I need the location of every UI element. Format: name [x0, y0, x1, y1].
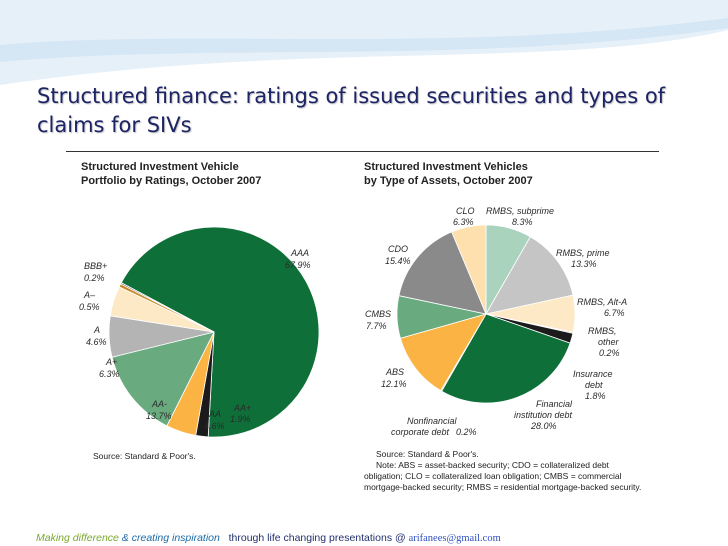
ratings-slice-aa [111, 331, 215, 427]
label-cdo-value: 15.4% [385, 256, 411, 266]
label-aminus-name: A– [83, 290, 96, 300]
assets-slice-abs [399, 313, 487, 392]
ratings-slice-aaa [120, 226, 320, 438]
label-aa-name: AA [208, 409, 221, 419]
label-cmbs-name: CMBS [365, 309, 391, 319]
label-aplus-name: A+ [105, 357, 117, 367]
label-prime-value: 13.3% [571, 259, 597, 269]
pie-charts: Structured Investment Vehicle Portfolio … [79, 161, 641, 492]
label-insurance-line1: Insurance [573, 369, 613, 379]
label-bbbplus-value: 0.2% [84, 273, 105, 283]
label-alta-name: RMBS, Alt-A [577, 297, 627, 307]
slide-title: Structured finance: ratings of issued se… [37, 84, 666, 137]
chart2-source: Source: Standard & Poor's. [376, 449, 479, 459]
label-alta-value: 6.7% [604, 308, 625, 318]
label-abs-value: 12.1% [381, 379, 407, 389]
label-bbbplus-name: BBB+ [84, 261, 107, 271]
chart2-note-line1: Note: ABS = asset-backed security; CDO =… [376, 460, 610, 470]
label-financial-line2: institution debt [514, 410, 573, 420]
chart1-source: Source: Standard & Poor's. [93, 451, 196, 461]
label-clo-value: 6.3% [453, 217, 474, 227]
label-insurance-line2: debt [585, 380, 603, 390]
ratings-pie-labels: AAA 67.9% AA+ 1.9% AA 4.6% AA- 13.7% A+ … [79, 248, 311, 431]
footer-email-link[interactable]: arifanees@gmail.com [408, 533, 501, 544]
ratings-pie [108, 226, 320, 438]
title-divider [66, 151, 659, 152]
chart1-title-line1: Structured Investment Vehicle [81, 161, 239, 173]
label-insurance-value: 1.8% [585, 391, 606, 401]
label-aaa-name: AAA [290, 248, 309, 258]
footer-tagline-1: Making difference [36, 532, 119, 544]
label-aaa-value: 67.9% [285, 260, 311, 270]
chart2-title-line1: Structured Investment Vehicles [364, 161, 528, 173]
asset-types-pie-labels: CLO 6.3% RMBS, subprime 8.3% RMBS, prime… [365, 206, 627, 437]
label-rmbs-other-line2: other [598, 337, 620, 347]
label-a-value: 4.6% [86, 337, 107, 347]
chart1-title-line2: Portfolio by Ratings, October 2007 [81, 175, 261, 187]
label-clo-name: CLO [456, 206, 475, 216]
label-aaminus-name: AA- [151, 399, 167, 409]
footer-tagline-2: & creating inspiration [118, 532, 220, 544]
assets-slice-financial-institution-debt [441, 313, 571, 404]
label-subprime-value: 8.3% [512, 217, 533, 227]
assets-slice-cdo [398, 231, 487, 315]
label-financial-value: 28.0% [530, 421, 557, 431]
label-nonfinancial-line1: Nonfinancial [407, 416, 458, 426]
label-financial-line1: Financial [536, 399, 573, 409]
label-prime-name: RMBS, prime [556, 248, 610, 258]
label-subprime-name: RMBS, subprime [486, 206, 554, 216]
label-rmbs-other-value: 0.2% [599, 348, 620, 358]
label-nonfinancial-value: 0.2% [456, 427, 477, 437]
chart2-title-line2: by Type of Assets, October 2007 [364, 175, 533, 187]
label-cmbs-value: 7.7% [366, 321, 387, 331]
footer: Making difference & creating inspiration… [36, 532, 501, 544]
assets-slice-clo [451, 224, 487, 315]
footer-tagline-3: through life changing presentations @ [219, 532, 409, 544]
assets-slice-rmbs-prime [485, 236, 574, 315]
chart2-note-line2: obligation; CLO = collateralized loan ob… [364, 471, 622, 481]
label-aplus-value: 6.3% [99, 369, 120, 379]
label-aaplus-value: 1.9% [230, 414, 251, 424]
label-cdo-name: CDO [388, 244, 408, 254]
label-aaplus-name: AA+ [233, 403, 251, 413]
label-rmbs-other-line1: RMBS, [588, 326, 617, 336]
figure-panel: Structured Investment Vehicle Portfolio … [66, 152, 659, 504]
label-abs-name: ABS [385, 367, 404, 377]
label-nonfinancial-line2: corporate debt [391, 427, 450, 437]
chart2-note-line3: mortgage-backed security; RMBS = residen… [364, 482, 641, 492]
label-aaminus-value: 13.7% [146, 411, 172, 421]
asset-types-pie [396, 224, 576, 404]
label-aa-value: 4.6% [204, 421, 225, 431]
label-aminus-value: 0.5% [79, 302, 100, 312]
label-a-name: A [93, 325, 100, 335]
ratings-slice-bbb [120, 282, 215, 333]
